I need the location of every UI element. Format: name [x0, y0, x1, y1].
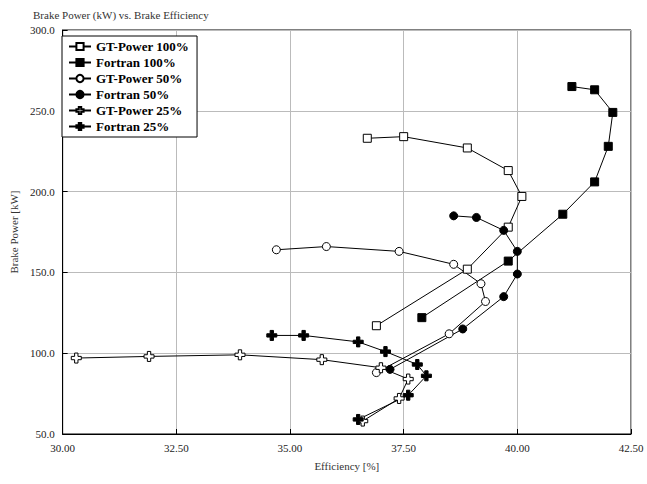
svg-text:Brake Power [kW]: Brake Power [kW]	[8, 190, 20, 273]
svg-text:37.50: 37.50	[391, 442, 416, 454]
svg-text:40.00: 40.00	[505, 442, 530, 454]
svg-text:150.0: 150.0	[30, 266, 55, 278]
svg-text:300.0: 300.0	[30, 24, 55, 36]
svg-text:30.00: 30.00	[50, 442, 75, 454]
svg-text:GT-Power 50%: GT-Power 50%	[96, 71, 182, 86]
svg-text:Brake Power (kW) vs. Brake Eff: Brake Power (kW) vs. Brake Efficiency	[33, 9, 209, 22]
svg-text:42.50: 42.50	[619, 442, 644, 454]
svg-text:100.0: 100.0	[30, 347, 55, 359]
svg-text:32.50: 32.50	[164, 442, 189, 454]
svg-text:Fortran 100%: Fortran 100%	[96, 55, 176, 70]
svg-text:Fortran 25%: Fortran 25%	[96, 119, 169, 134]
svg-text:Fortran 50%: Fortran 50%	[96, 87, 169, 102]
svg-text:50.0: 50.0	[35, 428, 55, 440]
svg-text:250.0: 250.0	[30, 105, 55, 117]
svg-text:Efficiency [%]: Efficiency [%]	[314, 460, 379, 472]
svg-text:GT-Power 100%: GT-Power 100%	[96, 39, 189, 54]
svg-text:200.0: 200.0	[30, 186, 55, 198]
svg-text:35.00: 35.00	[278, 442, 303, 454]
svg-text:GT-Power 25%: GT-Power 25%	[96, 103, 182, 118]
